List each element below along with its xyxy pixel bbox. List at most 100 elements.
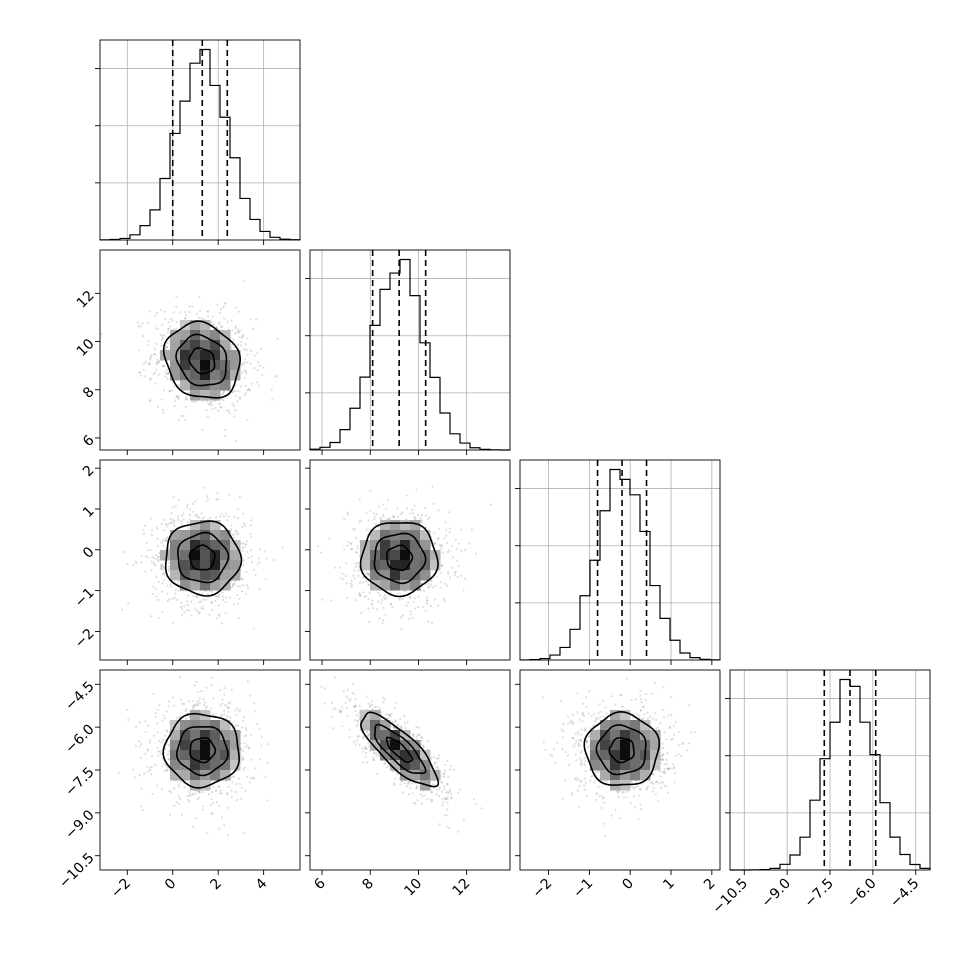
density-cell	[200, 330, 211, 341]
scatter-point	[439, 586, 442, 589]
scatter-point	[258, 588, 261, 591]
scatter-point	[446, 782, 449, 785]
scatter-point	[239, 397, 242, 400]
scatter-point	[434, 584, 437, 587]
scatter-point	[193, 400, 196, 403]
scatter-point	[597, 717, 600, 720]
scatter-point	[217, 604, 220, 607]
scatter-point	[371, 703, 374, 706]
scatter-point	[404, 590, 407, 593]
scatter-point	[665, 738, 668, 741]
scatter-point	[185, 707, 188, 710]
scatter-point	[244, 734, 247, 737]
scatter-point	[156, 537, 159, 540]
density-cell	[420, 760, 431, 771]
scatter-point	[346, 689, 349, 692]
scatter-point	[411, 792, 414, 795]
scatter-point	[201, 592, 204, 595]
density-cell	[190, 740, 201, 751]
scatter-point	[156, 708, 159, 711]
scatter-point	[195, 704, 198, 707]
scatter-point	[221, 393, 224, 396]
scatter-point	[198, 791, 202, 794]
scatter-point	[578, 757, 581, 760]
scatter-point	[187, 594, 190, 597]
scatter-point	[438, 788, 441, 791]
scatter-point	[357, 735, 360, 738]
scatter-point	[142, 529, 145, 532]
scatter-point	[159, 566, 162, 570]
scatter-point	[243, 358, 246, 361]
scatter-point	[432, 783, 435, 786]
scatter-point	[353, 705, 356, 708]
scatter-point	[246, 389, 249, 392]
scatter-point	[250, 536, 253, 539]
scatter-point	[152, 734, 156, 737]
scatter-point	[167, 700, 170, 703]
scatter-point	[161, 788, 164, 791]
scatter-point	[231, 329, 234, 332]
scatter-point	[161, 334, 164, 337]
scatter-point	[346, 697, 349, 700]
scatter-point	[150, 615, 153, 618]
density-cell	[400, 730, 411, 741]
density-cell	[420, 570, 431, 581]
scatter-point	[184, 709, 187, 713]
scatter-point	[415, 488, 418, 491]
scatter-point	[433, 761, 436, 764]
scatter-point	[271, 398, 274, 401]
contour-level-2	[162, 320, 242, 399]
plot-area	[117, 676, 269, 837]
scatter-point	[403, 715, 406, 718]
scatter-point	[247, 746, 250, 749]
scatter-point	[140, 787, 143, 790]
scatter-point	[166, 592, 169, 595]
scatter-point	[320, 685, 323, 688]
scatter-point	[214, 595, 217, 598]
scatter-point	[431, 485, 434, 488]
density-cell	[190, 570, 201, 581]
scatter-point	[172, 328, 175, 331]
scatter-point	[177, 396, 180, 399]
density-cell	[180, 560, 191, 571]
scatter-point	[165, 373, 168, 376]
scatter-point	[170, 791, 173, 794]
scatter-point	[367, 742, 370, 745]
scatter-point	[206, 495, 209, 498]
scatter-point	[166, 753, 169, 756]
scatter-point	[257, 557, 260, 560]
scatter-point	[349, 698, 352, 701]
scatter-point	[170, 522, 173, 525]
scatter-point	[390, 712, 393, 715]
scatter-point	[442, 785, 446, 788]
scatter-point	[242, 280, 245, 283]
scatter-point	[169, 583, 172, 586]
scatter-point	[167, 372, 170, 375]
scatter-point	[372, 756, 375, 759]
scatter-point	[385, 713, 388, 716]
scatter-point	[166, 584, 169, 588]
scatter-point	[188, 800, 191, 803]
scatter-point	[416, 799, 419, 802]
density-cell	[410, 530, 421, 541]
scatter-point	[230, 528, 233, 531]
contour-level-2	[359, 521, 439, 598]
scatter-point	[244, 592, 247, 595]
scatter-point	[138, 740, 141, 743]
scatter-point	[418, 733, 421, 736]
scatter-point	[365, 747, 368, 751]
scatter-panel-3-1: 6 8 10 12	[305, 669, 511, 899]
scatter-point	[258, 548, 261, 551]
scatter-point	[341, 572, 344, 575]
scatter-point	[221, 392, 225, 395]
scatter-point	[167, 327, 170, 330]
density-cell	[400, 750, 411, 761]
scatter-point	[170, 512, 173, 515]
scatter-point	[231, 584, 235, 587]
scatter-point	[358, 520, 361, 523]
scatter-point	[338, 709, 341, 712]
scatter-point	[198, 295, 201, 299]
scatter-point	[358, 743, 361, 746]
scatter-point	[250, 555, 253, 558]
scatter-point	[362, 735, 365, 738]
